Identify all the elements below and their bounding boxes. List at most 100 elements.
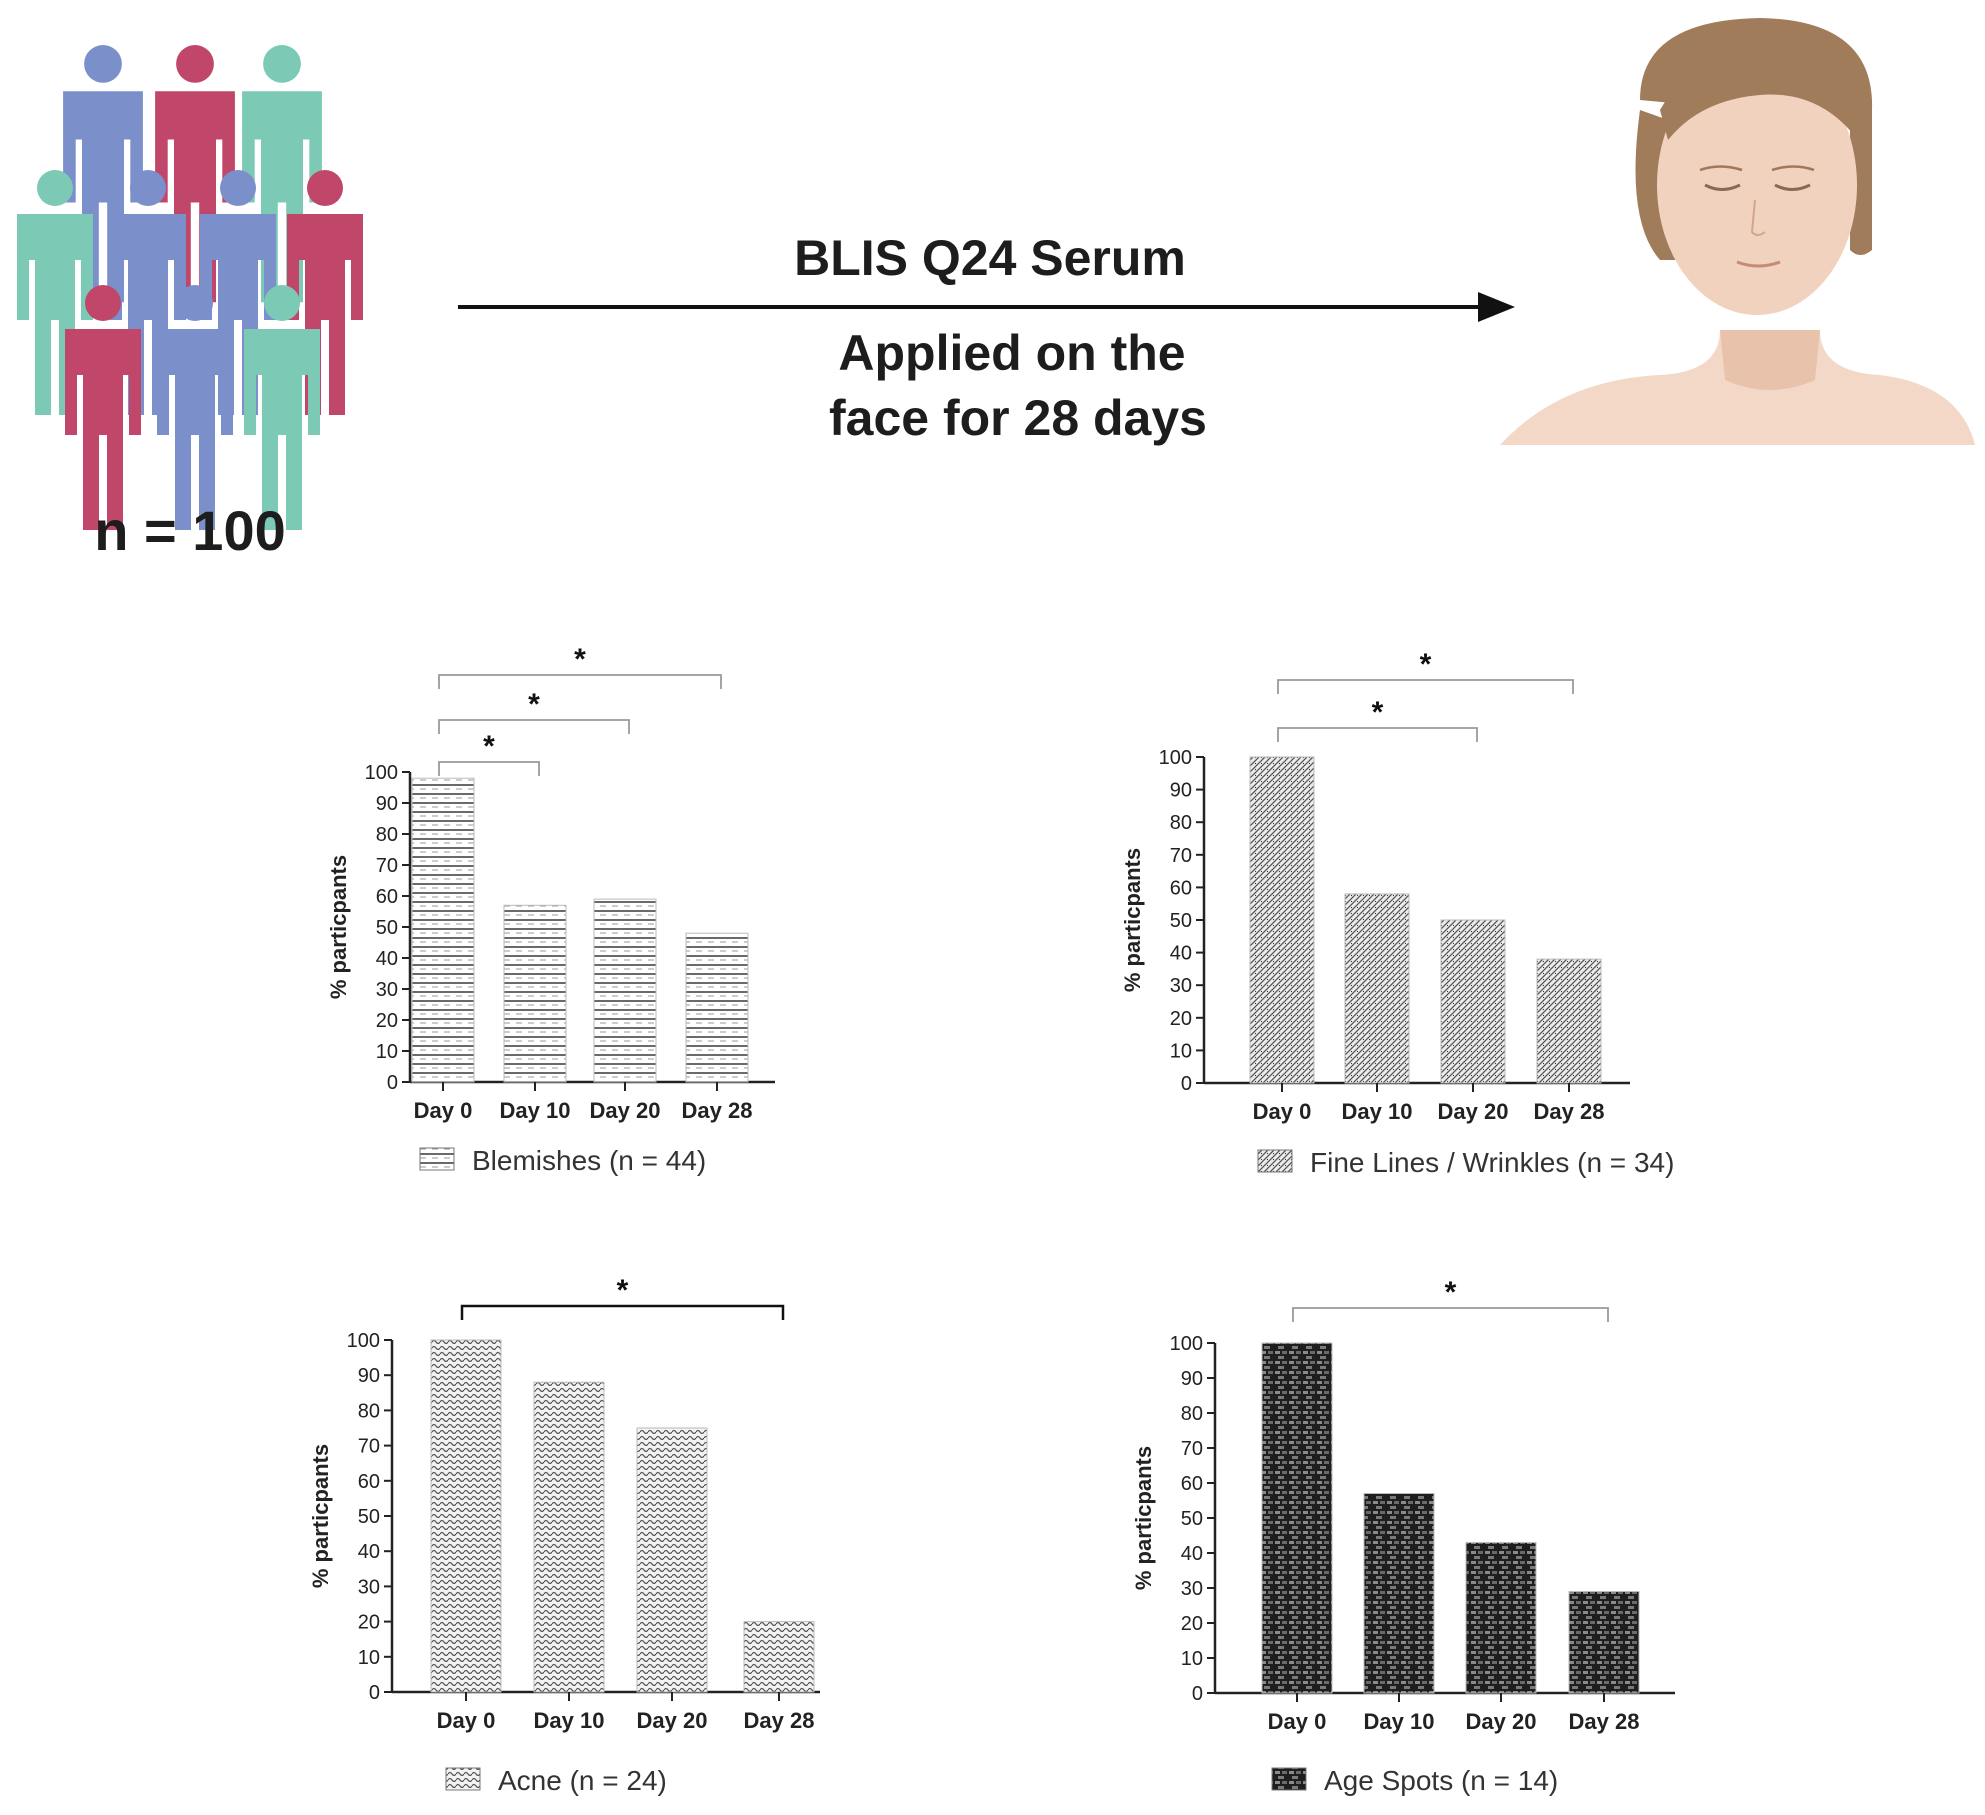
legend-label: Fine Lines / Wrinkles (n = 34) [1310, 1147, 1674, 1178]
y-tick-label: 70 [376, 855, 398, 877]
bar [503, 904, 567, 1083]
y-tick-label: 90 [358, 1365, 380, 1387]
category-label: Day 10 [1342, 1099, 1413, 1124]
y-tick-label: 0 [1181, 1073, 1192, 1095]
significance-star: * [528, 688, 540, 721]
y-tick-label: 50 [358, 1506, 380, 1528]
y-tick-label: 60 [1170, 877, 1192, 899]
bar [685, 932, 749, 1083]
category-label: Day 28 [682, 1098, 753, 1123]
y-tick-label: 80 [376, 824, 398, 846]
person-figure [65, 285, 141, 530]
y-tick-label: 70 [1181, 1438, 1203, 1460]
chart-panel: 0 10 20 30 40 50 60 70 80 90 100 % particpants Day 0… [1120, 648, 1674, 1178]
y-tick-label: 80 [1170, 812, 1192, 834]
bar [1344, 893, 1410, 1084]
category-label: Day 28 [1569, 1709, 1640, 1734]
y-tick-label: 100 [1170, 1333, 1203, 1355]
y-tick-label: 90 [376, 793, 398, 815]
category-label: Day 0 [414, 1098, 473, 1123]
y-tick-label: 40 [1181, 1543, 1203, 1565]
y-tick-label: 40 [1170, 943, 1192, 965]
y-tick-label: 10 [376, 1041, 398, 1063]
y-tick-label: 70 [358, 1436, 380, 1458]
significance-star: * [483, 730, 495, 763]
significance-bracket [438, 761, 540, 776]
category-label: Day 20 [1438, 1099, 1509, 1124]
category-label: Day 20 [637, 1708, 708, 1733]
y-tick-label: 50 [376, 917, 398, 939]
woman-face-icon [1500, 18, 1975, 445]
significance-bracket [438, 719, 630, 734]
y-axis-label: % particpants [326, 855, 351, 999]
significance-bracket [438, 674, 722, 689]
y-tick-label: 100 [347, 1330, 380, 1352]
bar [1249, 756, 1315, 1084]
y-tick-label: 100 [1159, 747, 1192, 769]
y-tick-label: 60 [358, 1471, 380, 1493]
cohort-size: n = 100 [94, 499, 285, 562]
significance-bracket [1292, 1307, 1609, 1322]
application-line-2: face for 28 days [829, 390, 1207, 446]
bar [1568, 1591, 1640, 1694]
category-label: Day 10 [500, 1098, 571, 1123]
people-group-icon [17, 45, 363, 530]
legend-swatch [445, 1767, 481, 1791]
category-label: Day 28 [1534, 1099, 1605, 1124]
y-axis-label: % particpants [1120, 848, 1145, 992]
y-tick-label: 30 [376, 979, 398, 1001]
y-tick-label: 40 [358, 1541, 380, 1563]
significance-bracket [1277, 679, 1574, 694]
y-tick-label: 30 [358, 1576, 380, 1598]
y-tick-label: 20 [1181, 1613, 1203, 1635]
category-label: Day 10 [1364, 1709, 1435, 1734]
significance-bracket [1277, 727, 1478, 742]
y-tick-label: 70 [1170, 845, 1192, 867]
bar [593, 898, 657, 1083]
y-tick-label: 0 [387, 1072, 398, 1094]
category-label: Day 0 [1253, 1099, 1312, 1124]
significance-bracket [460, 1304, 785, 1320]
application-line-1: Applied on the [838, 325, 1185, 381]
treatment-label: BLIS Q24 Serum [794, 230, 1186, 286]
significance-star: * [1445, 1276, 1457, 1309]
legend-label: Blemishes (n = 44) [472, 1145, 706, 1176]
y-tick-label: 50 [1170, 910, 1192, 932]
significance-star: * [1372, 696, 1384, 729]
y-tick-label: 10 [1181, 1648, 1203, 1670]
chart-panel: 0 10 20 30 40 50 60 70 80 90 100 % particpants Day 0… [1131, 1276, 1675, 1796]
category-label: Day 10 [534, 1708, 605, 1733]
bar [1536, 958, 1602, 1084]
y-tick-label: 30 [1170, 975, 1192, 997]
bar [1465, 1542, 1537, 1694]
y-tick-label: 20 [376, 1010, 398, 1032]
category-label: Day 20 [590, 1098, 661, 1123]
y-tick-label: 90 [1181, 1368, 1203, 1390]
y-tick-label: 60 [1181, 1473, 1203, 1495]
legend-swatch [1271, 1767, 1307, 1791]
y-tick-label: 40 [376, 948, 398, 970]
y-tick-label: 0 [369, 1682, 380, 1704]
chart-panel: 0 10 20 30 40 50 60 70 80 90 100 % particpants Day 0… [308, 1274, 820, 1796]
y-tick-label: 50 [1181, 1508, 1203, 1530]
category-label: Day 28 [744, 1708, 815, 1733]
bar [1440, 919, 1506, 1084]
y-tick-label: 0 [1192, 1683, 1203, 1705]
chart-panel: 0 10 20 30 40 50 60 70 80 90 100 % particpants Day 0… [326, 643, 775, 1176]
significance-star: * [574, 643, 586, 676]
category-label: Day 20 [1466, 1709, 1537, 1734]
legend-label: Age Spots (n = 14) [1324, 1765, 1558, 1796]
person-figure [17, 170, 93, 415]
y-tick-label: 80 [1181, 1403, 1203, 1425]
person-figure [244, 285, 320, 530]
y-axis-label: % particpants [1131, 1446, 1156, 1590]
y-tick-label: 80 [358, 1400, 380, 1422]
bar [411, 777, 475, 1083]
bar [430, 1339, 502, 1693]
y-axis-label: % particpants [308, 1444, 333, 1588]
legend-label: Acne (n = 24) [498, 1765, 667, 1796]
category-label: Day 0 [437, 1708, 496, 1733]
person-figure [157, 285, 233, 530]
bar [743, 1621, 815, 1693]
